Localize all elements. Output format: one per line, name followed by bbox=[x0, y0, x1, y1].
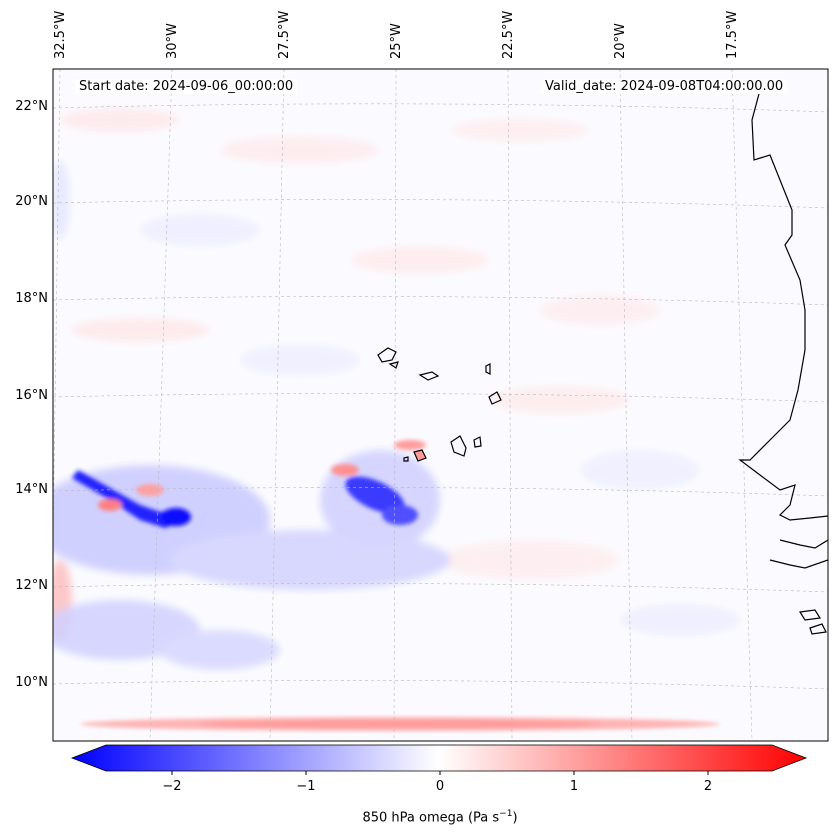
lon-label: 20°W bbox=[613, 23, 628, 59]
start-date-label: Start date: 2024-09-06_00:00:00 bbox=[75, 79, 298, 94]
map-frame bbox=[52, 68, 829, 742]
lat-label: 22°N bbox=[15, 99, 48, 114]
colorbar-tick-label: 2 bbox=[703, 779, 713, 794]
lat-label: 20°N bbox=[15, 194, 48, 209]
lon-label: 22.5°W bbox=[501, 10, 516, 59]
graticule bbox=[53, 69, 828, 741]
unit-suffix: ) bbox=[512, 810, 518, 826]
unit-exponent: −1 bbox=[499, 809, 513, 819]
omega-field bbox=[53, 108, 740, 731]
lat-label: 18°N bbox=[15, 291, 48, 306]
lon-label: 32.5°W bbox=[53, 10, 68, 59]
field-name: 850 hPa omega bbox=[362, 810, 464, 826]
lat-label: 10°N bbox=[15, 675, 48, 690]
valid-date-label: Valid_date: 2024-09-08T04:00:00.00 bbox=[541, 79, 788, 94]
lon-label: 30°W bbox=[165, 23, 180, 59]
colorbar bbox=[70, 744, 808, 775]
lon-label: 25°W bbox=[389, 23, 404, 59]
colorbar-tick-label: −2 bbox=[162, 779, 182, 794]
colorbar-gradient bbox=[70, 744, 808, 772]
colorbar-label: 850 hPa omega (Pa s−1) bbox=[0, 809, 837, 825]
lat-label: 12°N bbox=[15, 578, 48, 593]
lat-label: 16°N bbox=[15, 388, 48, 403]
colorbar-tick-label: 1 bbox=[569, 779, 579, 794]
unit-prefix: (Pa s bbox=[467, 810, 500, 826]
colorbar-tick-label: −1 bbox=[296, 779, 316, 794]
lat-label: 14°N bbox=[15, 482, 48, 497]
colorbar-tick-label: 0 bbox=[435, 779, 445, 794]
coastline bbox=[377, 89, 828, 635]
lon-label: 27.5°W bbox=[277, 10, 292, 59]
lon-label: 17.5°W bbox=[725, 10, 740, 59]
